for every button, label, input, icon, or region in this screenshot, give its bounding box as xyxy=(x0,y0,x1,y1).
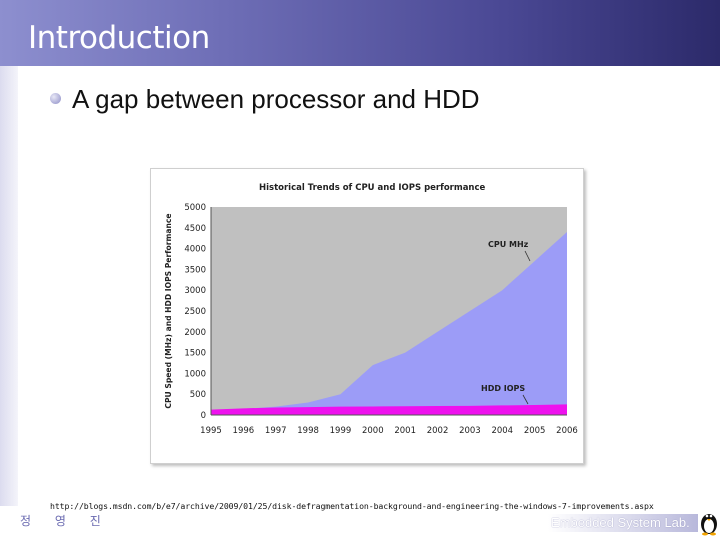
bullet-text: A gap between processor and HDD xyxy=(72,84,480,114)
x-tick-label: 1999 xyxy=(330,426,352,436)
x-tick-label: 2005 xyxy=(524,426,546,436)
y-tick-label: 1000 xyxy=(184,369,206,379)
cpu-iops-chart: Historical Trends of CPU and IOPS perfor… xyxy=(164,183,578,436)
y-tick-label: 0 xyxy=(201,411,206,421)
footer-lab-name: Embedded System Lab. xyxy=(551,515,690,530)
hdd-iops-area xyxy=(211,404,567,415)
y-tick-label: 4500 xyxy=(184,224,206,234)
x-tick-label: 2004 xyxy=(491,426,513,436)
y-tick-label: 1500 xyxy=(184,349,206,359)
x-tick-label: 1998 xyxy=(297,426,319,436)
x-tick-label: 2000 xyxy=(362,426,384,436)
source-url[interactable]: http://blogs.msdn.com/b/e7/archive/2009/… xyxy=(50,501,654,511)
x-tick-label: 1995 xyxy=(200,426,222,436)
slide-title: Introduction xyxy=(28,20,210,56)
cpu-mhz-area xyxy=(211,231,567,415)
y-tick-label: 2000 xyxy=(184,328,206,338)
y-axis-label: CPU Speed (MHz) and HDD IOPS Performance xyxy=(164,213,173,408)
x-tick-label: 1996 xyxy=(233,426,255,436)
x-tick-label: 2002 xyxy=(427,426,449,436)
hdd-iops-leader xyxy=(522,394,529,405)
hdd-iops-annotation: HDD IOPS xyxy=(481,384,525,393)
y-tick-label: 3500 xyxy=(184,265,206,275)
y-tick-label: 5000 xyxy=(184,203,206,213)
chart-image: Historical Trends of CPU and IOPS perfor… xyxy=(150,168,584,464)
bullet-dot-icon xyxy=(50,93,61,104)
x-tick-label: 2003 xyxy=(459,426,481,436)
cpu-mhz-annotation: CPU MHz xyxy=(488,240,529,249)
left-decorative-band xyxy=(0,66,18,506)
cpu-mhz-leader xyxy=(524,250,531,262)
x-tick-label: 2006 xyxy=(556,426,578,436)
y-tick-label: 3000 xyxy=(184,286,206,296)
footer-author: 정 영 진 xyxy=(20,514,111,528)
footer-lab-banner: Embedded System Lab. xyxy=(548,514,698,532)
slide-header: Introduction xyxy=(0,0,720,66)
penguin-icon xyxy=(701,514,717,536)
chart-title: Historical Trends of CPU and IOPS perfor… xyxy=(259,183,486,193)
y-tick-label: 2500 xyxy=(184,307,206,317)
x-tick-label: 2001 xyxy=(394,426,416,436)
x-tick-label: 1997 xyxy=(265,426,287,436)
y-tick-label: 4000 xyxy=(184,245,206,255)
y-tick-label: 500 xyxy=(190,390,206,400)
